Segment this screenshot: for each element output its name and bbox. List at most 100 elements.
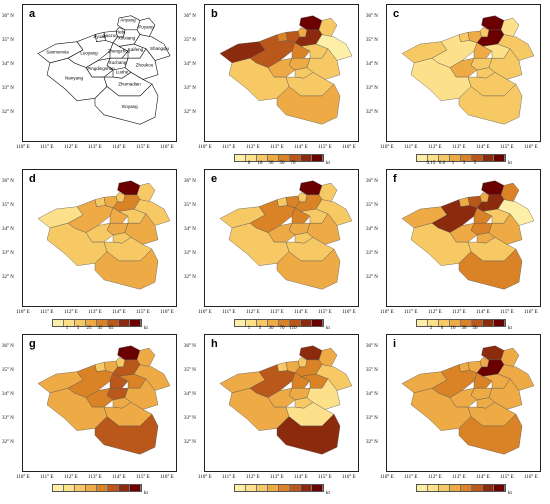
legend-swatch	[417, 485, 428, 491]
region-luoyang	[249, 364, 296, 398]
legend-swatch	[494, 485, 505, 491]
legend-swatch	[428, 320, 439, 326]
legend-swatch	[461, 485, 472, 491]
legend-tick-label: 30	[268, 161, 274, 166]
latitude-label: 32° N	[184, 440, 196, 445]
latitude-label: 35° N	[184, 368, 196, 373]
legend-tick-label: 70	[290, 161, 296, 166]
legend-swatch	[97, 320, 108, 326]
legend-swatches	[416, 484, 506, 492]
longitude-label: 114° E	[294, 145, 308, 150]
map-panel-c: c	[386, 4, 541, 142]
longitude-label: 114° E	[476, 310, 490, 315]
legend-tick-label: 5	[76, 326, 80, 331]
region-anyang	[481, 15, 505, 31]
latitude-label: 36° N	[184, 14, 196, 19]
legend-swatch	[472, 320, 483, 326]
city-label-nanyang: Nanyang	[65, 75, 84, 80]
legend-tick-label: 65	[108, 326, 114, 331]
longitude-label: 115° E	[318, 475, 332, 480]
panel-letter: d	[29, 173, 36, 185]
longitude-label: 116° E	[524, 145, 538, 150]
region-anyang	[117, 345, 141, 361]
legend-swatches	[234, 484, 324, 492]
region-jiyuan	[458, 196, 470, 207]
region-xinyang	[276, 83, 341, 125]
longitude-label: 115° E	[500, 310, 514, 315]
latitude-label: 32° N	[366, 275, 378, 280]
longitude-label: 111° E	[404, 475, 418, 480]
henan-map-g	[37, 345, 171, 455]
legend-swatch	[494, 320, 505, 326]
legend-swatches	[416, 154, 506, 162]
city-label-puyang: Puyang	[138, 25, 154, 30]
legend-tick-label: 5	[258, 326, 262, 331]
legend-swatch	[53, 485, 64, 491]
region-luoyang	[67, 199, 114, 233]
region-jiyuan	[94, 196, 106, 207]
city-label-zhumadian: Zhumadian	[118, 81, 141, 86]
map-panel-f: f	[386, 169, 541, 307]
latitude-label: 36° N	[366, 14, 378, 19]
region-luoyang	[67, 34, 114, 68]
city-label-xuchang: Xuchang	[109, 60, 127, 65]
legend-swatch	[235, 155, 246, 161]
legend-swatch	[301, 485, 312, 491]
latitude-label: 33° N	[366, 86, 378, 91]
legend-swatch	[246, 485, 257, 491]
region-xinyang	[458, 413, 523, 455]
latitude-label: 34° N	[184, 392, 196, 397]
region-luoyang	[431, 364, 478, 398]
longitude-label: 110° E	[380, 145, 394, 150]
longitude-label: 111° E	[40, 145, 54, 150]
legend-swatch	[86, 320, 97, 326]
latitude-label: 32° N	[184, 275, 196, 280]
legend-swatch	[312, 485, 323, 491]
longitude-label: 116° E	[160, 310, 174, 315]
city-label-pingdingshan: Pingdingshan	[87, 66, 115, 71]
legend-unit: kt	[508, 161, 512, 166]
latitude-label: 36° N	[366, 344, 378, 349]
map-panel-a: Anyang Hebi Puyang Jiaozuo Xinxiang Jiyuan Luo…	[22, 4, 177, 142]
region-luoyang	[431, 34, 478, 68]
latitude-label: 33° N	[2, 251, 14, 256]
legend-unit: kt	[326, 161, 330, 166]
longitude-label: 113° E	[452, 475, 466, 480]
city-label-jiyuan: Jiyuan	[93, 34, 107, 39]
legend-tick-label: 3	[462, 161, 466, 166]
region-zhoukou	[306, 378, 341, 410]
region-jiyuan	[276, 361, 288, 372]
longitude-label: 112° E	[246, 475, 260, 480]
latitude-label: 36° N	[184, 179, 196, 184]
longitude-label: 112° E	[246, 310, 260, 315]
legend-tick-label: 50	[472, 326, 478, 331]
longitude-label: 113° E	[452, 310, 466, 315]
longitude-label: 110° E	[380, 475, 394, 480]
city-label-xinxiang: Xinxiang	[118, 35, 136, 40]
region-luoyang	[67, 364, 114, 398]
legend-swatch	[130, 485, 141, 491]
legend-tick-label: 30	[461, 326, 467, 331]
region-zhoukou	[124, 378, 159, 410]
city-label-zhengzhou: Zhengzhou	[108, 48, 131, 53]
longitude-label: 113° E	[270, 310, 284, 315]
city-label-sanmenxia: Sanmenxia	[46, 49, 69, 54]
legend-swatches	[234, 154, 324, 162]
legend-unit: kt	[508, 326, 512, 331]
region-luoyang	[249, 34, 296, 68]
longitude-label: 113° E	[88, 475, 102, 480]
legend-tick-label: 50	[279, 161, 285, 166]
henan-map-e	[219, 180, 353, 290]
panel-letter: f	[393, 173, 397, 185]
region-zhoukou	[306, 48, 341, 80]
map-panel-g: g	[22, 334, 177, 472]
legend-unit: kt	[326, 491, 330, 496]
longitude-label: 111° E	[404, 145, 418, 150]
legend-tick-label: 18	[257, 161, 263, 166]
longitude-label: 116° E	[342, 145, 356, 150]
panel-letter: g	[29, 338, 36, 350]
latitude-label: 33° N	[184, 416, 196, 421]
city-label-shangqiu: Shangqiu	[150, 46, 170, 51]
legend-swatch	[86, 485, 97, 491]
legend-tick-label: 6	[440, 326, 444, 331]
